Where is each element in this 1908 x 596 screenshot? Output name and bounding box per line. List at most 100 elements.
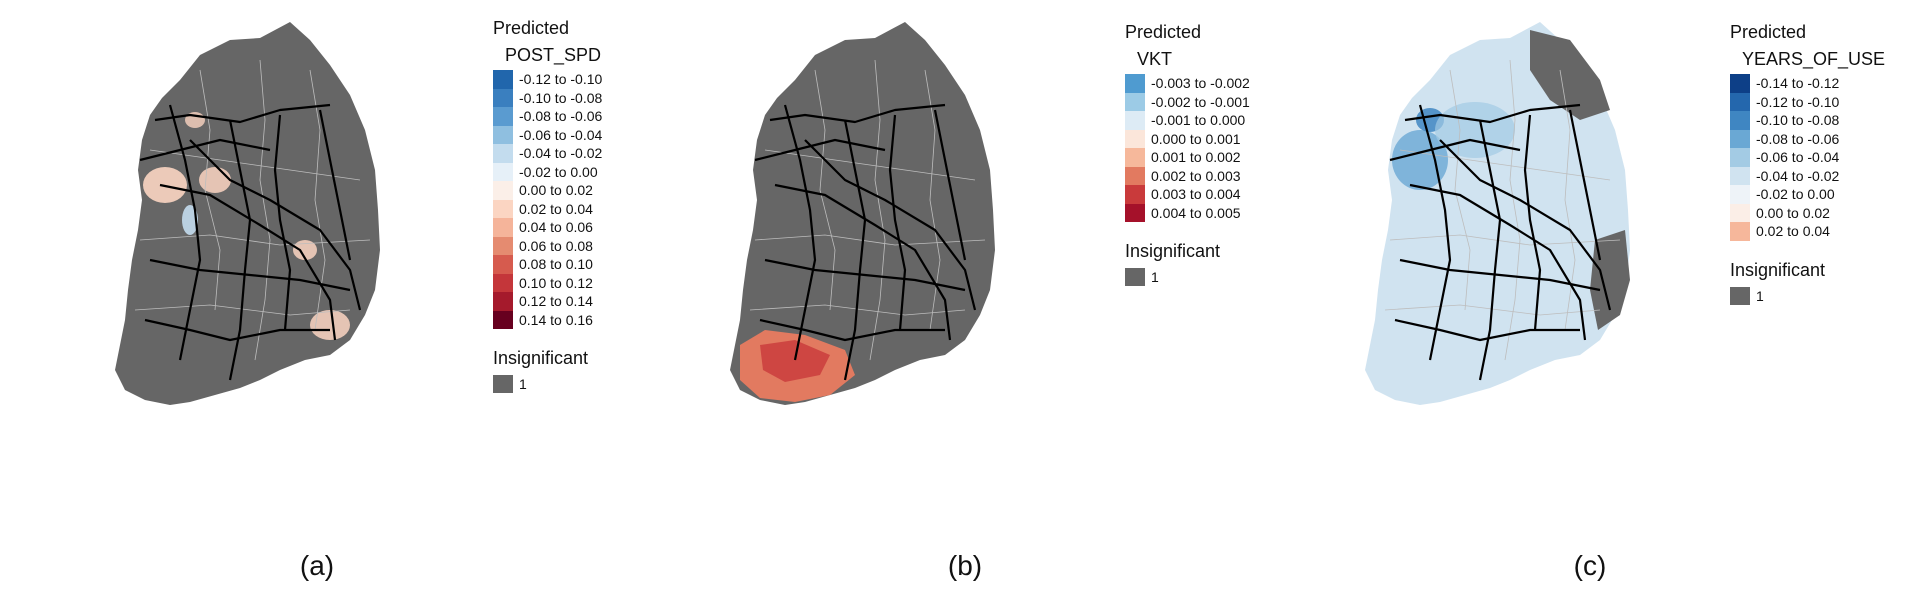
- legend-swatch: [1125, 148, 1145, 167]
- legend-a: Predicted POST_SPD -0.12 to -0.10 -0.10 t…: [493, 18, 602, 393]
- insignificant-label: 1: [1756, 287, 1764, 304]
- legend-class: -0.003 to -0.002: [1125, 74, 1250, 93]
- legend-class: -0.14 to -0.12: [1730, 74, 1885, 93]
- legend-classes: -0.12 to -0.10 -0.10 to -0.08 -0.08 to -0.…: [493, 70, 602, 329]
- legend-class: 0.000 to 0.001: [1125, 129, 1250, 148]
- legend-swatch: [493, 218, 513, 237]
- legend-swatch: [1730, 166, 1750, 185]
- caption-c: (c): [1573, 550, 1607, 581]
- legend-label: -0.08 to -0.06: [519, 108, 603, 125]
- legend-class: -0.002 to -0.001: [1125, 92, 1250, 111]
- estimate-patch: [1435, 102, 1515, 158]
- legend-swatch: [1730, 74, 1750, 93]
- legend-class: -0.02 to 0.00: [493, 162, 602, 181]
- legend-swatch: [493, 144, 513, 163]
- legend-class: -0.04 to -0.02: [1730, 166, 1885, 185]
- legend-label: -0.02 to 0.00: [519, 163, 598, 180]
- legend-title: Predicted: [1730, 22, 1807, 42]
- legend-swatch: [493, 255, 513, 274]
- legend-label: 0.02 to 0.04: [519, 200, 593, 217]
- legend-class: 0.00 to 0.02: [1730, 203, 1885, 222]
- legend-class: 0.004 to 0.005: [1125, 203, 1250, 222]
- legend-class: -0.08 to -0.06: [1730, 129, 1885, 148]
- map-a: [115, 22, 380, 405]
- insignificant-entry: 1: [493, 375, 602, 393]
- legend-label: 0.14 to 0.16: [519, 311, 593, 328]
- legend-class: 0.08 to 0.10: [493, 255, 602, 274]
- estimate-patch: [182, 205, 198, 235]
- estimate-patch: [1392, 130, 1448, 190]
- legend-swatch: [1730, 185, 1750, 204]
- insignificant-title: Insignificant: [1125, 241, 1221, 261]
- legend-swatch: [1125, 203, 1145, 222]
- legend-label: -0.04 to -0.02: [1756, 167, 1840, 184]
- legend-swatch: [1125, 166, 1145, 185]
- legend-class: 0.00 to 0.02: [493, 181, 602, 200]
- panel-c: Predicted YEARS_OF_USE -0.14 to -0.12 -0.…: [1280, 0, 1908, 596]
- legend-label: 0.08 to 0.10: [519, 256, 593, 273]
- estimate-patch: [310, 310, 350, 340]
- legend-classes: -0.003 to -0.002 -0.002 to -0.001 -0.001 t…: [1125, 74, 1250, 222]
- legend-class: 0.12 to 0.14: [493, 292, 602, 311]
- legend-swatch: [493, 88, 513, 107]
- caption-a: (a): [299, 550, 335, 581]
- legend-swatch: [493, 199, 513, 218]
- legend-label: 0.10 to 0.12: [519, 274, 593, 291]
- legend-class: 0.10 to 0.12: [493, 273, 602, 292]
- legend-label: 0.003 to 0.004: [1151, 186, 1241, 203]
- legend-class: -0.06 to -0.04: [1730, 148, 1885, 167]
- legend-label: -0.02 to 0.00: [1756, 186, 1835, 203]
- legend-label: -0.12 to -0.10: [1756, 93, 1840, 110]
- insignificant-title: Insignificant: [1730, 259, 1826, 280]
- legend-label: -0.12 to -0.10: [519, 71, 603, 88]
- legend-label: 0.000 to 0.001: [1151, 130, 1241, 147]
- legend-b: Predicted VKT -0.003 to -0.002 -0.002 to …: [1125, 22, 1250, 286]
- legend-swatch: [493, 70, 513, 89]
- insignificant-area: [1530, 30, 1610, 120]
- legend-label: 0.02 to 0.04: [1756, 223, 1830, 240]
- insignificant-swatch: [1125, 268, 1145, 286]
- estimate-patch: [760, 340, 830, 382]
- legend-swatch: [493, 236, 513, 255]
- legend-class: 0.06 to 0.08: [493, 236, 602, 255]
- insignificant-title: Insignificant: [493, 348, 589, 368]
- legend-label: -0.001 to 0.000: [1151, 112, 1246, 129]
- legend-class: -0.04 to -0.02: [493, 144, 602, 163]
- legend-swatch: [493, 273, 513, 292]
- legend-label: -0.002 to -0.001: [1151, 93, 1250, 110]
- insignificant-label: 1: [519, 376, 527, 392]
- map-c: [1365, 22, 1630, 405]
- legend-swatch: [1125, 74, 1145, 93]
- panel-a: Predicted POST_SPD -0.12 to -0.10 -0.10 t…: [0, 0, 640, 596]
- legend-label: -0.10 to -0.08: [519, 89, 603, 106]
- insignificant-entry: 1: [1125, 268, 1250, 286]
- legend-swatch: [493, 107, 513, 126]
- legend-variable: YEARS_OF_USE: [1742, 49, 1886, 69]
- legend-swatch: [493, 292, 513, 311]
- legend-swatch: [493, 125, 513, 144]
- legend-variable: POST_SPD: [505, 45, 602, 65]
- legend-class: -0.02 to 0.00: [1730, 185, 1885, 204]
- map-b: [730, 22, 995, 405]
- legend-swatch: [493, 162, 513, 181]
- legend-swatch: [1730, 111, 1750, 130]
- legend-class: -0.10 to -0.08: [493, 88, 603, 107]
- legend-label: -0.08 to -0.06: [1756, 130, 1840, 147]
- legend-c: Predicted YEARS_OF_USE -0.14 to -0.12 -0.…: [1730, 22, 1885, 305]
- legend-class: -0.12 to -0.10: [493, 70, 602, 89]
- legend-title: Predicted: [493, 18, 570, 38]
- legend-class: -0.001 to 0.000: [1125, 111, 1250, 130]
- legend-label: 0.12 to 0.14: [519, 293, 593, 310]
- legend-label: -0.003 to -0.002: [1151, 75, 1250, 92]
- legend-label: 0.00 to 0.02: [519, 182, 593, 199]
- legend-label: 0.002 to 0.003: [1151, 167, 1241, 184]
- legend-label: 0.04 to 0.06: [519, 219, 593, 236]
- legend-class: -0.06 to -0.04: [493, 125, 602, 144]
- legend-swatch: [493, 181, 513, 200]
- legend-class: 0.003 to 0.004: [1125, 185, 1250, 204]
- estimate-patch: [293, 240, 317, 260]
- legend-class: 0.14 to 0.16: [493, 310, 602, 329]
- caption-b: (b): [947, 550, 983, 581]
- legend-classes: -0.14 to -0.12 -0.12 to -0.10 -0.10 to -0.…: [1730, 74, 1885, 241]
- legend-label: -0.06 to -0.04: [1756, 149, 1840, 166]
